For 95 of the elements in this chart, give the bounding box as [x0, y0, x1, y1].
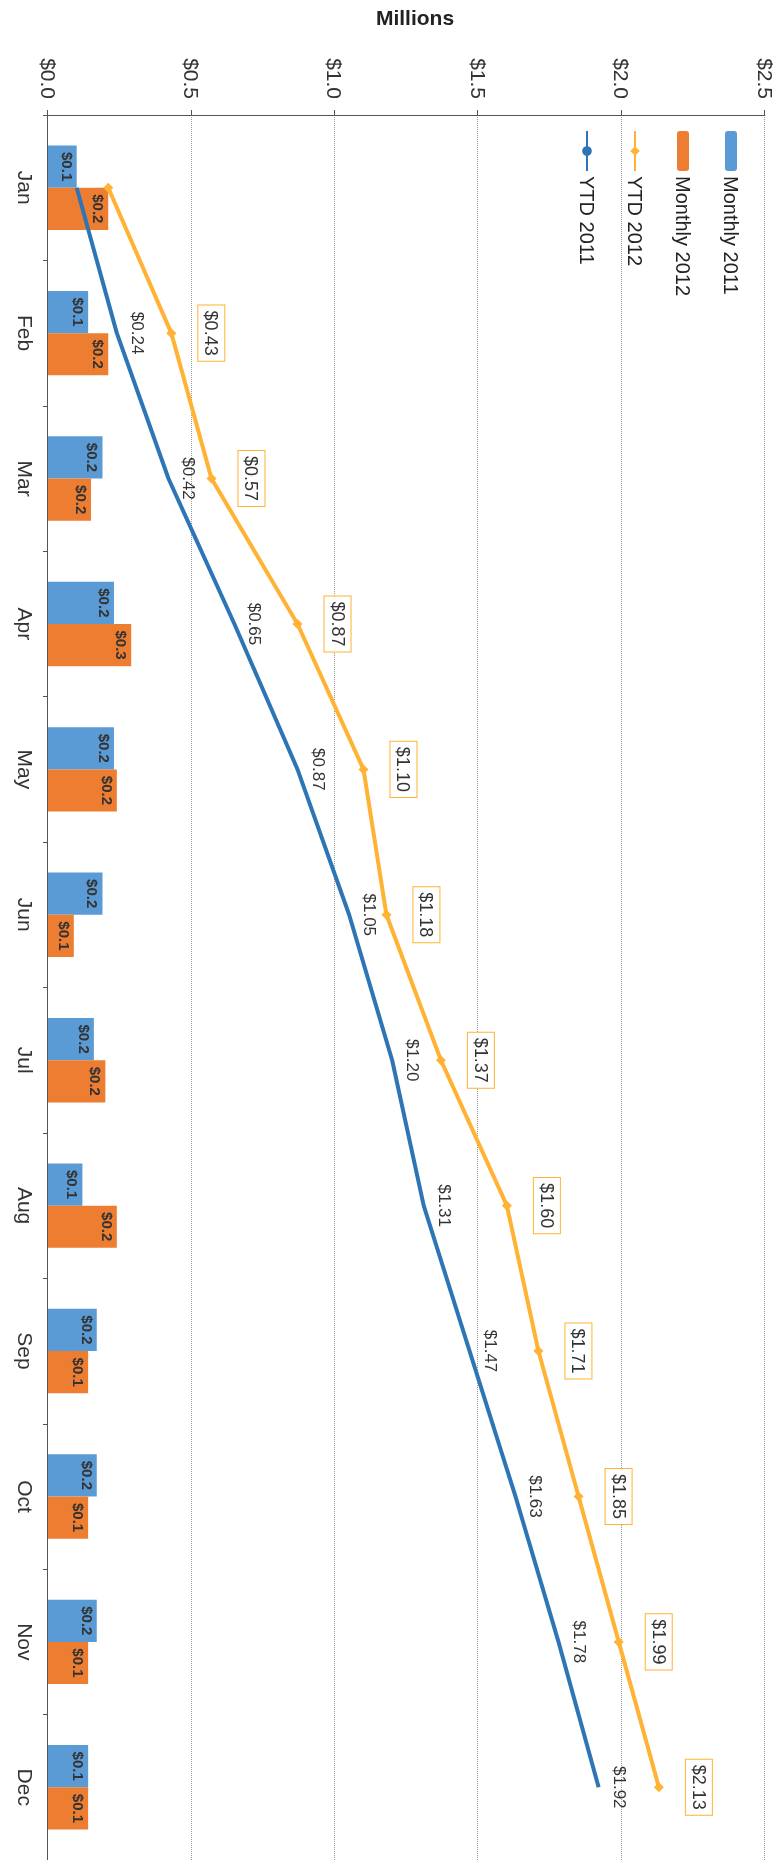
point [103, 182, 114, 193]
data-label: $1.47 [480, 1329, 500, 1373]
data-label: $0.2 [90, 194, 108, 224]
point [435, 1055, 446, 1066]
point [573, 1491, 584, 1502]
bar [48, 623, 132, 667]
y-tick-label: Apr [14, 607, 37, 641]
data-label: $0.1 [58, 152, 76, 182]
y-tick-label: Dec [14, 1768, 37, 1806]
data-label: $1.18 [416, 892, 437, 938]
bar [48, 333, 109, 376]
data-label: $0.1 [70, 1648, 88, 1678]
data-label: $0.2 [78, 1460, 96, 1490]
y-tick-label: Nov [14, 1623, 37, 1662]
x-tick-label: $1.0 [323, 58, 347, 99]
point [381, 909, 392, 920]
data-label: $0.87 [327, 601, 348, 647]
y-tick-label: Jan [14, 170, 37, 205]
bar [48, 1496, 89, 1539]
data-label: $0.1 [64, 1169, 82, 1200]
data-label: $1.10 [393, 746, 414, 792]
data-label: $0.65 [245, 602, 265, 646]
data-label: $1.99 [648, 1619, 669, 1665]
data-label: $0.87 [308, 748, 328, 791]
y-tick-label: Jul [14, 1046, 37, 1074]
data-label: $1.60 [536, 1183, 557, 1229]
data-label: $0.1 [70, 297, 88, 327]
data-label: $0.42 [179, 457, 199, 500]
data-label: $0.2 [78, 1315, 96, 1345]
point [613, 1636, 624, 1647]
x-tick-label: $0.0 [36, 58, 60, 99]
y-tick-label: Feb [14, 315, 37, 352]
data-label: $0.1 [70, 1502, 88, 1533]
bar [48, 581, 114, 624]
data-label: $1.05 [360, 893, 380, 937]
bar [48, 727, 114, 770]
bar [48, 1060, 106, 1103]
x-tick-label: $2.0 [610, 58, 634, 99]
data-label: $0.2 [87, 1066, 105, 1096]
data-label: $0.3 [113, 630, 131, 660]
data-label: $0.2 [90, 339, 108, 369]
data-label: $0.1 [70, 1357, 88, 1387]
data-label: $2.13 [688, 1764, 709, 1810]
bar [48, 872, 103, 915]
data-label: $0.57 [241, 456, 262, 502]
data-label: $0.2 [73, 485, 91, 515]
point [653, 1782, 664, 1793]
legend-label: YTD 2011 [576, 176, 598, 265]
data-label: $0.2 [95, 733, 113, 763]
bar [48, 1454, 97, 1497]
data-label: $1.78 [569, 1620, 589, 1664]
bar [48, 769, 117, 812]
point [501, 1200, 512, 1211]
data-label: $1.20 [403, 1038, 423, 1082]
data-label: $1.85 [608, 1473, 629, 1519]
data-label: $0.2 [98, 775, 116, 806]
data-label: $1.37 [470, 1037, 491, 1083]
point [206, 473, 217, 484]
point [166, 328, 177, 339]
y-tick-label: Oct [14, 1480, 37, 1513]
data-label: $0.2 [84, 879, 102, 909]
point [292, 618, 303, 629]
data-label: $0.1 [70, 1793, 88, 1823]
data-label: $0.2 [75, 1024, 93, 1054]
data-label: $1.31 [434, 1184, 454, 1227]
y-tick-label: Sep [14, 1332, 37, 1370]
data-label: $0.43 [201, 310, 222, 356]
data-label: $0.2 [84, 442, 102, 473]
y-tick-label: May [14, 749, 37, 790]
data-label: $1.92 [609, 1766, 629, 1809]
legend-label: Monthly 2012 [672, 176, 694, 297]
y-tick-label: Jun [14, 897, 37, 932]
legend-label: Monthly 2011 [720, 176, 742, 295]
data-label: $1.63 [526, 1475, 546, 1518]
data-label: $0.2 [98, 1212, 116, 1242]
data-label: $0.1 [70, 1751, 88, 1781]
legend-label: YTD 2012 [624, 176, 646, 267]
x-tick-label: $2.5 [753, 58, 776, 99]
data-label: $0.2 [95, 588, 113, 618]
data-label: $0.2 [78, 1606, 96, 1636]
y-tick-label: Aug [14, 1186, 37, 1225]
y-tick-label: Mar [14, 460, 37, 497]
bar [48, 1599, 97, 1642]
data-label: $0.1 [55, 921, 73, 951]
x-tick-label: $0.5 [179, 58, 203, 99]
bar [48, 436, 103, 479]
bar [48, 1205, 117, 1248]
point [533, 1346, 544, 1357]
x-tick-label: $1.5 [466, 58, 490, 99]
x-axis-title: Millions [374, 6, 456, 30]
data-label: $0.24 [127, 311, 147, 355]
bar [48, 1308, 97, 1352]
point [358, 764, 369, 775]
data-label: $1.71 [568, 1328, 589, 1374]
bar [48, 1018, 94, 1061]
